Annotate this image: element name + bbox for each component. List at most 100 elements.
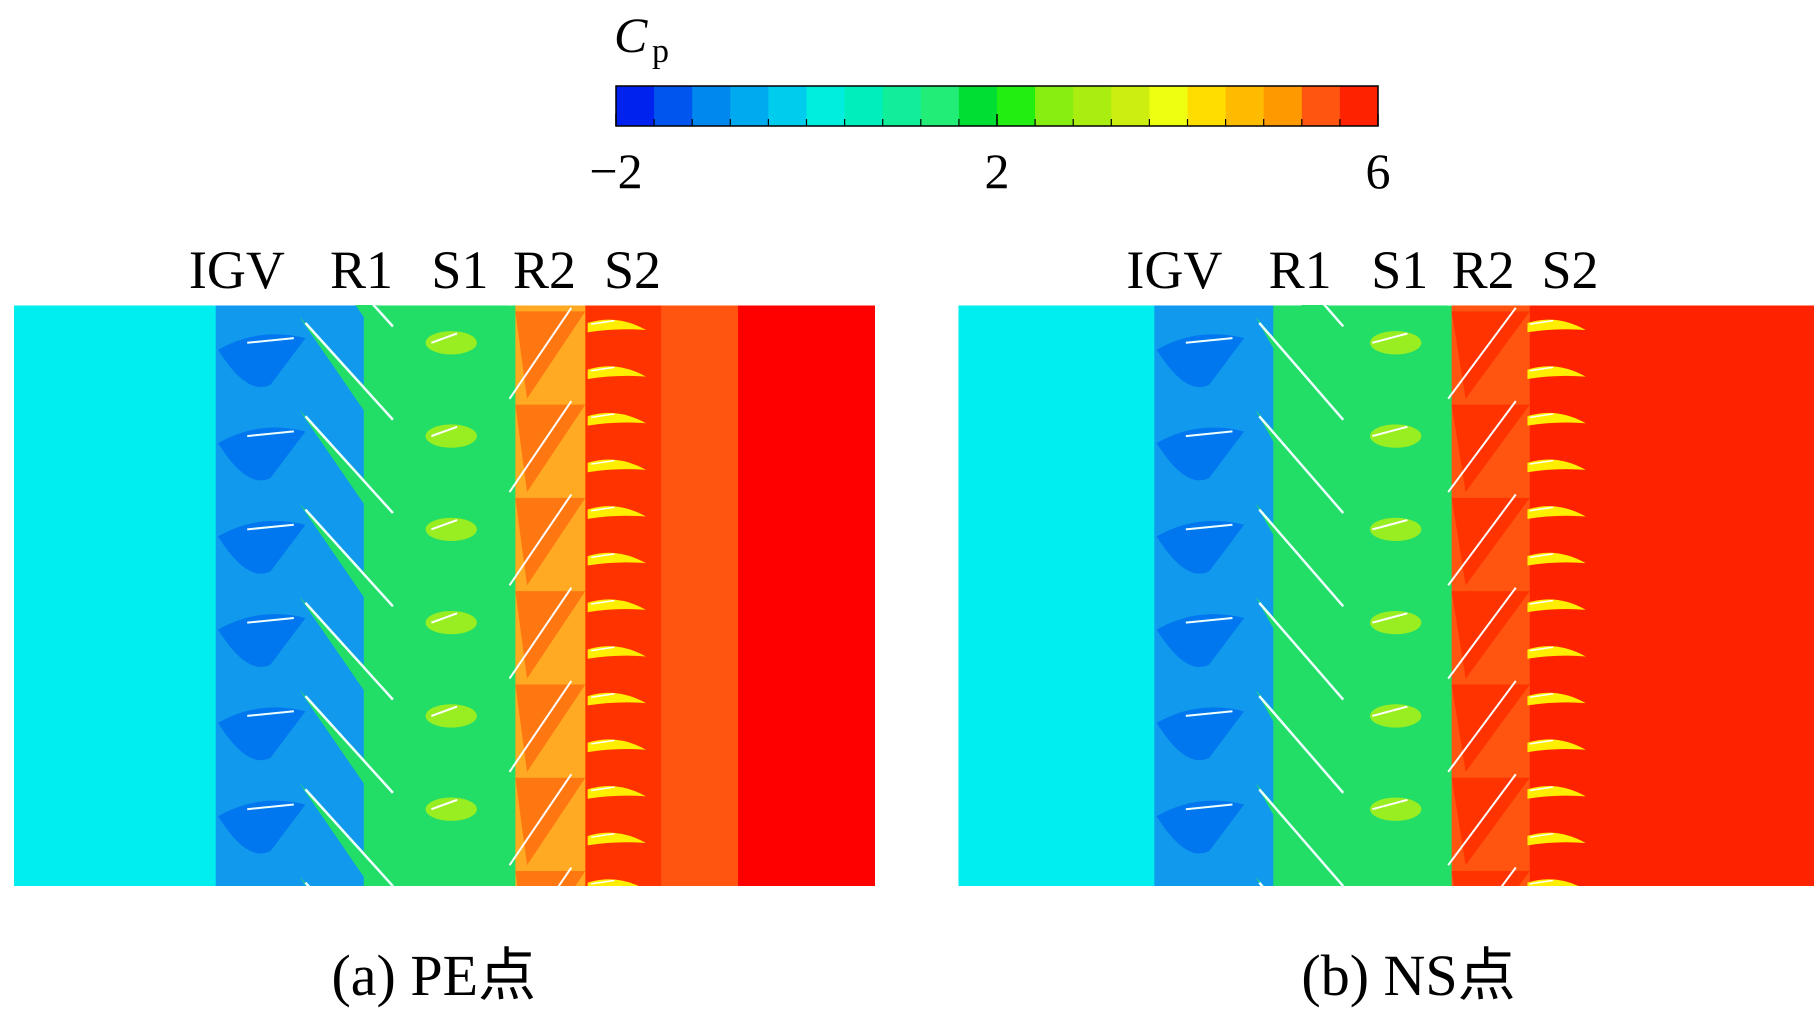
r1-blade bbox=[1258, 415, 1345, 514]
stage-label: S2 bbox=[1541, 240, 1598, 300]
igv-blade bbox=[218, 707, 306, 761]
stage-label: IGV bbox=[189, 240, 285, 300]
s1-vane bbox=[1370, 704, 1422, 728]
s1-edge bbox=[1372, 425, 1408, 438]
colorbar-band bbox=[920, 86, 960, 126]
colorbar-band bbox=[692, 86, 731, 126]
r1-wedge bbox=[1255, 317, 1350, 423]
stage-label: IGV bbox=[1126, 240, 1222, 300]
igv-edge bbox=[247, 337, 294, 344]
s2-edge bbox=[591, 506, 615, 512]
contour-zone bbox=[14, 305, 217, 886]
contour-zone bbox=[661, 305, 740, 886]
contour-zone bbox=[958, 305, 1156, 886]
colorbar-tick-label: 2 bbox=[985, 143, 1010, 199]
r1-wedge bbox=[1255, 876, 1264, 886]
colorbar-band bbox=[616, 86, 655, 126]
s1-edge bbox=[1372, 519, 1408, 531]
s1-edge bbox=[1372, 705, 1408, 717]
s2-vane bbox=[1527, 879, 1579, 886]
igv-blade bbox=[218, 334, 306, 388]
r2-blade bbox=[1500, 866, 1517, 886]
r1-blade bbox=[371, 305, 394, 328]
stage-label: S2 bbox=[604, 240, 661, 300]
igv-blade bbox=[218, 427, 306, 481]
r1-wedge bbox=[1301, 305, 1350, 329]
s1-edge bbox=[1372, 332, 1408, 344]
s2-vane bbox=[1527, 926, 1585, 939]
s2-edge bbox=[591, 366, 615, 372]
s2-edge bbox=[1529, 459, 1554, 465]
colorbar-tick-label: −2 bbox=[589, 143, 642, 199]
labels: IGV R1 S1 R2 S2 (a) PE点 IGV R1 S1 R2 S2 (b) NS点 bbox=[189, 240, 1599, 1008]
igv-blade bbox=[218, 614, 306, 667]
s2-edge bbox=[591, 879, 615, 885]
r2-blade bbox=[1447, 400, 1517, 493]
igv-blade bbox=[218, 894, 305, 947]
r2-blade bbox=[508, 680, 573, 773]
colorbar-band bbox=[997, 86, 1036, 126]
s1-vane bbox=[425, 331, 477, 355]
stage-label: R1 bbox=[330, 240, 393, 300]
r1-blade bbox=[1322, 305, 1345, 328]
igv-edge bbox=[1185, 616, 1233, 624]
colorbar-label-sub: p bbox=[652, 33, 669, 70]
s1-vane bbox=[1370, 517, 1422, 542]
r2-wedge bbox=[515, 404, 586, 493]
igv-edge bbox=[1185, 523, 1233, 531]
panel bbox=[14, 227, 875, 947]
colorbar-band bbox=[654, 86, 693, 126]
stage-label: S1 bbox=[431, 240, 488, 300]
stage-label: R2 bbox=[513, 240, 576, 300]
igv-edge bbox=[1185, 337, 1233, 344]
s2-edge bbox=[1529, 832, 1554, 838]
s2-vane bbox=[587, 879, 639, 886]
colorbar-label: C bbox=[614, 7, 648, 63]
r2-wedge bbox=[1465, 305, 1467, 306]
s2-edge bbox=[1530, 927, 1553, 930]
s1-vane bbox=[425, 424, 477, 448]
s2-edge bbox=[591, 319, 615, 325]
s1-edge bbox=[431, 893, 457, 902]
igv-edge bbox=[247, 898, 294, 903]
colorbar-band bbox=[1111, 86, 1150, 126]
r1-wedge bbox=[1255, 783, 1347, 886]
s2-edge bbox=[1530, 227, 1553, 230]
s1-vane bbox=[425, 797, 477, 821]
s2-edge bbox=[591, 227, 614, 230]
s1-vane bbox=[425, 517, 477, 542]
stage-label: R2 bbox=[1452, 240, 1515, 300]
colorbar-band bbox=[882, 86, 922, 126]
s1-edge bbox=[431, 425, 458, 438]
r2-blade bbox=[557, 866, 573, 886]
s2-edge bbox=[1529, 599, 1554, 605]
r2-blade bbox=[508, 400, 573, 493]
r2-wedge bbox=[1451, 591, 1530, 679]
r1-blade bbox=[1258, 602, 1345, 701]
r1-wedge bbox=[355, 305, 399, 329]
panel-caption: (a) PE点 bbox=[331, 943, 536, 1008]
r2-blade bbox=[1447, 773, 1517, 866]
s1-edge bbox=[1372, 798, 1408, 811]
colorbar-band bbox=[958, 86, 998, 126]
s2-edge bbox=[1529, 366, 1554, 372]
s1-edge bbox=[431, 332, 458, 344]
r2-wedge bbox=[515, 311, 586, 399]
r2-blade bbox=[508, 773, 573, 866]
s2-edge bbox=[591, 927, 614, 930]
igv-edge bbox=[247, 710, 294, 717]
s1-vane bbox=[1370, 797, 1422, 821]
igv-blade bbox=[1156, 520, 1245, 574]
r2-wedge bbox=[515, 684, 586, 772]
s2-edge bbox=[591, 599, 615, 605]
s2-edge bbox=[591, 786, 615, 792]
s2-edge bbox=[591, 739, 615, 745]
s1-vane bbox=[1370, 610, 1422, 635]
s2-edge bbox=[1529, 553, 1554, 559]
s2-vane bbox=[588, 926, 646, 939]
s2-edge bbox=[591, 832, 615, 838]
r2-wedge bbox=[515, 497, 586, 586]
s2-edge bbox=[1529, 879, 1554, 885]
igv-edge bbox=[1185, 430, 1233, 438]
igv-blade bbox=[1156, 707, 1245, 761]
